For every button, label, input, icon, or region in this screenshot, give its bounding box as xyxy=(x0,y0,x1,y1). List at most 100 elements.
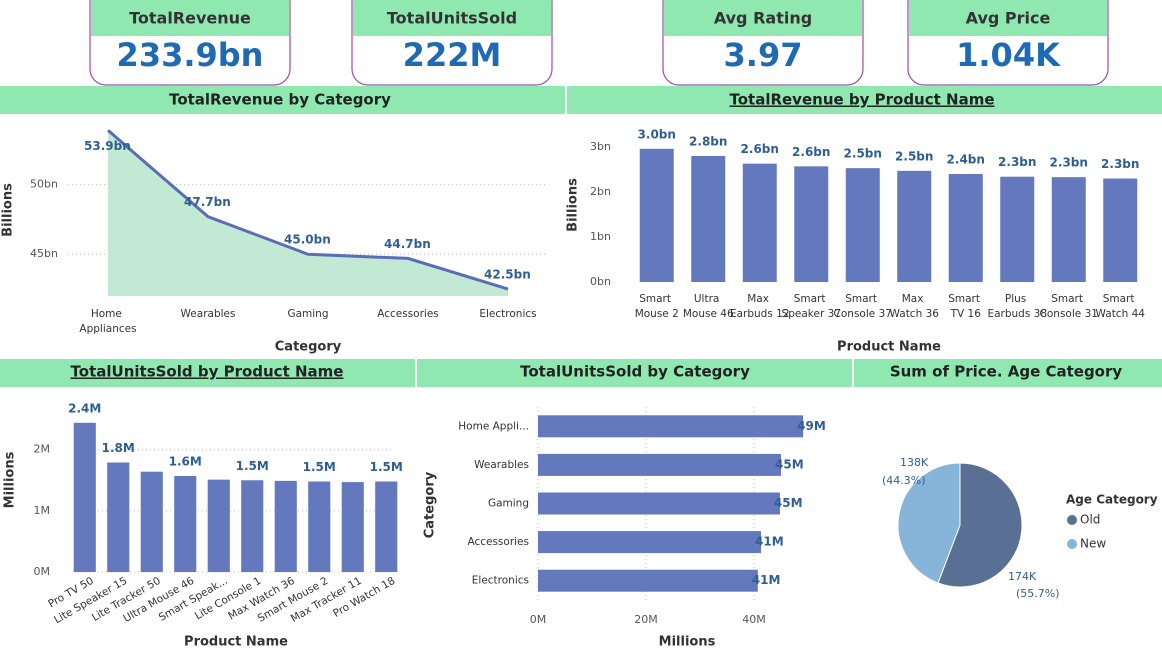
legend-title: Age Category xyxy=(1066,493,1158,507)
data-label: 41M xyxy=(752,573,781,587)
x-tick-label: 20M xyxy=(634,613,658,626)
card-title: Avg Rating xyxy=(714,9,812,28)
x-axis-label: Product Name xyxy=(184,635,288,650)
y-axis-label: Billions xyxy=(1,183,16,237)
chart-title: Sum of Price. Age Category xyxy=(890,363,1123,381)
percent-label: (44.3%) xyxy=(882,474,926,487)
bar xyxy=(140,471,163,572)
header-bar xyxy=(567,86,1162,114)
x-tick-label: Max Earbuds 12 xyxy=(730,293,790,320)
bar xyxy=(274,480,297,572)
x-tick-label: 40M xyxy=(742,613,766,626)
header-bar xyxy=(0,359,415,387)
data-label: 1.6M xyxy=(169,454,202,468)
x-tick-label: Smart Console 37 xyxy=(834,293,892,320)
x-tick-label: Smart TV 16 xyxy=(948,293,983,320)
bar xyxy=(1051,177,1086,282)
y-axis-label: Billions xyxy=(566,178,581,232)
line xyxy=(107,129,509,291)
area xyxy=(108,130,508,296)
data-label: 41M xyxy=(755,535,784,549)
y-tick-label: 1bn xyxy=(590,230,611,243)
data-label: 1.5M xyxy=(303,460,336,474)
data-label: 1.8M xyxy=(102,441,135,455)
x-axis-label: Product Name xyxy=(837,340,941,355)
legend-marker xyxy=(1067,539,1077,549)
card-header xyxy=(909,0,1107,36)
data-label: 2.4M xyxy=(68,401,101,415)
data-label: 2.3bn xyxy=(998,155,1036,169)
y-tick-label: Electronics xyxy=(472,575,529,587)
card-value: 233.9bn xyxy=(117,36,264,74)
card-title: TotalUnitsSold xyxy=(387,9,517,28)
percent-label: (55.7%) xyxy=(1016,587,1060,600)
data-label: 42.5bn xyxy=(484,268,531,282)
data-label: 2.5bn xyxy=(844,147,882,161)
legend-label: Old xyxy=(1080,513,1100,527)
x-tick-label: Gaming xyxy=(287,308,328,320)
bar xyxy=(538,415,804,438)
x-tick-label: Ultra Mouse 46 xyxy=(683,293,734,320)
pie-slice xyxy=(897,462,961,584)
bar xyxy=(538,531,762,554)
data-label: 1.5M xyxy=(370,460,403,474)
bar xyxy=(948,174,983,282)
card-value: 222M xyxy=(403,36,502,74)
card-value: 3.97 xyxy=(724,36,803,74)
data-label: 2.3bn xyxy=(1050,156,1088,170)
y-tick-label: 50bn xyxy=(30,178,58,191)
y-tick-label: 45bn xyxy=(30,247,58,260)
y-tick-label: 1M xyxy=(34,504,51,517)
data-label: 2.3bn xyxy=(1101,157,1139,171)
data-label: 2.6bn xyxy=(792,145,830,159)
card-header xyxy=(664,0,862,36)
bar xyxy=(174,475,197,572)
bar xyxy=(538,492,780,515)
x-tick-label: Smart Console 31 xyxy=(1040,293,1098,320)
y-axis-label: Millions xyxy=(3,451,18,508)
bar xyxy=(794,166,829,282)
chart-title: TotalUnitsSold by Product Name xyxy=(71,363,344,381)
x-tick-label: 0M xyxy=(530,613,547,626)
data-label: 49M xyxy=(797,419,826,433)
y-axis-label: Category xyxy=(423,471,438,538)
bar xyxy=(1103,178,1138,282)
bar xyxy=(691,156,726,282)
bar xyxy=(308,481,331,572)
y-tick-label: 0bn xyxy=(590,275,611,288)
chart-title: TotalUnitsSold by Category xyxy=(520,363,750,381)
card-header xyxy=(353,0,551,36)
legend-label: New xyxy=(1080,537,1106,551)
card-header xyxy=(91,0,289,36)
bar xyxy=(73,422,96,572)
bar xyxy=(538,569,758,592)
x-tick-label: Wearables xyxy=(181,308,236,320)
data-label: 2.5bn xyxy=(895,149,933,163)
bar xyxy=(241,480,264,572)
bar xyxy=(107,462,130,572)
x-tick-label: Plus Earbuds 38 xyxy=(987,293,1047,320)
x-tick-label: Smart Watch 44 xyxy=(1096,293,1146,320)
y-tick-label: Home Appli... xyxy=(458,420,529,432)
data-label: 45M xyxy=(775,457,804,471)
y-tick-label: 2bn xyxy=(590,185,611,198)
y-tick-label: Wearables xyxy=(474,459,529,471)
bar xyxy=(845,168,880,282)
data-label: 138K xyxy=(900,456,929,469)
y-tick-label: 3bn xyxy=(590,140,611,153)
bar xyxy=(207,479,230,572)
legend-marker xyxy=(1067,515,1077,525)
x-tick-label: Max Watch 36 xyxy=(890,293,940,320)
bar xyxy=(538,453,781,476)
y-tick-label: 2M xyxy=(34,443,51,456)
data-label: 3.0bn xyxy=(638,127,676,141)
data-label: 1.5M xyxy=(236,459,269,473)
y-tick-label: Gaming xyxy=(488,498,529,510)
data-label: 2.4bn xyxy=(947,153,985,167)
data-label: 2.6bn xyxy=(741,142,779,156)
bar xyxy=(1000,176,1035,282)
bar xyxy=(375,481,398,572)
data-label: 45M xyxy=(774,496,803,510)
header-bar xyxy=(0,86,565,114)
card-title: TotalRevenue xyxy=(129,9,251,28)
